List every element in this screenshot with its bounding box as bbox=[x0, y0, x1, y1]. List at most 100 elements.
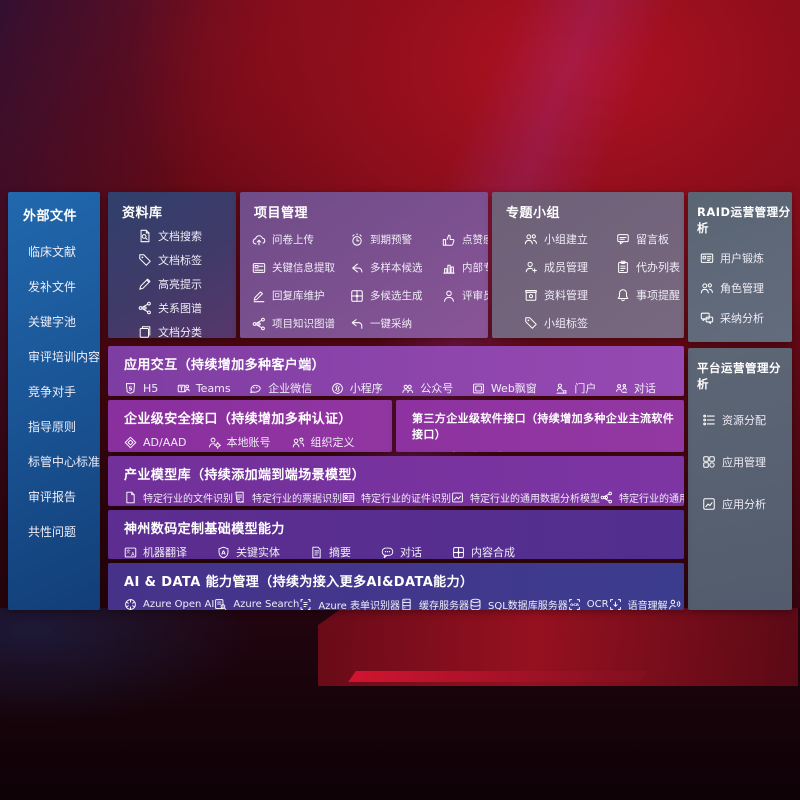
item-label: 本地账号 bbox=[226, 436, 271, 449]
svg-text:OCR: OCR bbox=[570, 603, 579, 607]
item-label: 问卷上传 bbox=[272, 234, 314, 246]
panel-library: 资料库 文档搜索 文档标签 高亮提示 关系图谱 文档分类 bbox=[108, 192, 236, 338]
people-icon bbox=[700, 281, 714, 295]
bbs-icon bbox=[616, 232, 630, 246]
row-title: 应用交互（持续增加多种客户端） bbox=[124, 358, 326, 373]
panel-item: 多样本候选 bbox=[350, 260, 442, 275]
speech-icon bbox=[609, 598, 622, 610]
doc-icon bbox=[124, 491, 137, 504]
row-title: 产业模型库（持续添加端到端场景模型） bbox=[124, 468, 366, 483]
item-label: Azure 表单识别器 bbox=[318, 601, 400, 610]
panel-item: T Teams bbox=[177, 382, 231, 395]
panel-item: 小组建立 bbox=[524, 231, 616, 247]
panel-title: 平台运营管理分析 bbox=[697, 361, 781, 391]
panel-item: 5 H5 bbox=[124, 382, 158, 395]
panel-item: 发补文件 bbox=[28, 278, 100, 295]
portal-icon bbox=[555, 382, 568, 395]
item-label: 特定行业的通用知识图谱模型 bbox=[619, 494, 684, 505]
item-label: 门户 bbox=[574, 382, 597, 395]
panel-item: 采纳分析 bbox=[700, 310, 792, 326]
panel-item: OCR OCR bbox=[568, 598, 609, 610]
panel-item: 成员管理 bbox=[524, 259, 616, 275]
project-grid: 问卷上传 到期预警 点赞感谢关键信息提取 多样本候选 内部专家排名回复库维护 多候选生成 评… bbox=[240, 221, 488, 331]
people-icon bbox=[524, 232, 538, 246]
panel-item: 关系图谱 bbox=[138, 300, 236, 316]
item-label: 到期预警 bbox=[370, 234, 412, 246]
cert-icon bbox=[342, 491, 355, 504]
panel-item: Azure 表单识别器 bbox=[299, 597, 400, 610]
panel-item: 特定行业的票据识别 bbox=[233, 490, 342, 505]
aidata-list: Azure Open AI Azure Search Azure 表单识别器 缓存服务… bbox=[108, 590, 684, 610]
item-label: 资源分配 bbox=[722, 414, 766, 427]
thirdparty-list: API自动化设计器 bbox=[396, 442, 684, 452]
svg-text:文: 文 bbox=[126, 547, 131, 554]
item-label: 回复库维护 bbox=[272, 290, 325, 302]
list-alloc-icon bbox=[702, 413, 716, 427]
panel-item: 公众号 bbox=[401, 380, 453, 396]
thumbs-up-icon bbox=[442, 233, 456, 247]
item-label: 关键信息提取 bbox=[272, 262, 335, 274]
item-label: 发补文件 bbox=[28, 280, 77, 294]
panel-item: 资源分配 bbox=[702, 412, 792, 428]
industry-list: 特定行业的文件识别 特定行业的票据识别 特定行业的证件识别 特定行业的通用数据分析模型… bbox=[108, 483, 684, 505]
mini-program-icon bbox=[331, 382, 344, 395]
item-label: 机器翻译 bbox=[143, 546, 187, 559]
cache-server-icon bbox=[400, 598, 413, 610]
panel-item: 内部专家排名 bbox=[442, 260, 488, 275]
library-list: 文档搜索 文档标签 高亮提示 关系图谱 文档分类 bbox=[108, 221, 236, 338]
item-label: 资料管理 bbox=[544, 289, 588, 302]
knowledge-graph-icon bbox=[138, 301, 152, 315]
edit-pen-icon bbox=[252, 289, 266, 303]
panel-item: 问题趋势 bbox=[700, 340, 792, 342]
item-label: Teams bbox=[195, 381, 231, 395]
panel-item: 文档分类 bbox=[138, 324, 236, 338]
adopt-arrow-icon bbox=[350, 317, 364, 331]
h5-icon: 5 bbox=[124, 382, 137, 395]
panel-item: 评审员画像 bbox=[442, 288, 488, 303]
panel-item: 特定行业的证件识别 bbox=[342, 490, 451, 505]
item-label: 共性问题 bbox=[28, 525, 77, 539]
row-title: AI & DATA 能力管理（持续为接入更多AI&DATA能力） bbox=[124, 575, 474, 590]
item-label: 一键采纳 bbox=[370, 318, 412, 330]
org-define-icon bbox=[292, 436, 305, 449]
platform-list: 资源分配 应用管理 应用分析 bbox=[688, 392, 792, 512]
raid-list: 用户锻炼角色管理采纳分析问题趋势 bbox=[688, 236, 792, 342]
azure-search-icon bbox=[214, 598, 227, 610]
item-label: 指导原则 bbox=[28, 420, 77, 434]
item-label: 评审员画像 bbox=[462, 290, 488, 302]
panel-item: 特定行业的通用知识图谱模型 bbox=[600, 490, 684, 505]
item-label: 多样本候选 bbox=[370, 262, 423, 274]
panel-item: 留言板 bbox=[616, 231, 684, 247]
item-label: 特定行业的通用数据分析模型 bbox=[470, 494, 600, 505]
clipboard-icon bbox=[616, 260, 630, 274]
row-title: 第三方企业级软件接口（持续增加多种企业主流软件接口） bbox=[412, 412, 675, 441]
panel-item: 内容合成 bbox=[452, 544, 515, 559]
panel-item: 到期预警 bbox=[350, 232, 442, 247]
person-icon bbox=[442, 289, 456, 303]
summary-doc-icon bbox=[310, 546, 323, 559]
item-label: 成员管理 bbox=[544, 261, 588, 274]
panel-item: API自动化设计器 bbox=[412, 449, 514, 452]
person-add-icon bbox=[524, 260, 538, 274]
background-red-bar bbox=[348, 671, 648, 682]
item-label: 特定行业的文件识别 bbox=[143, 494, 233, 505]
wechat-work-icon bbox=[249, 382, 262, 395]
svg-text:A: A bbox=[221, 550, 226, 556]
panel-item: 回复库维护 bbox=[252, 288, 350, 303]
item-label: SQL数据库服务器 bbox=[488, 601, 568, 610]
item-label: 采纳分析 bbox=[720, 312, 764, 325]
panel-item: 事项提醒 bbox=[616, 287, 684, 303]
panel-item: 临床文献 bbox=[28, 243, 100, 260]
panel-item: 对话 bbox=[615, 380, 656, 396]
row-enterprise-security: 企业级安全接口（持续增加多种认证） AD/AAD 本地账号 组织定义 bbox=[108, 400, 392, 452]
panel-title: 专题小组 bbox=[506, 206, 561, 221]
panel-topic-groups: 专题小组 小组建立 留言板 成员管理 代办列表 资料管理 事项提醒 小组标签 bbox=[492, 192, 684, 338]
bell-icon bbox=[616, 288, 630, 302]
item-label: API自动化设计器 bbox=[431, 449, 514, 452]
item-label: 留言板 bbox=[636, 233, 669, 246]
app-grid-icon bbox=[702, 455, 716, 469]
openai-icon bbox=[124, 598, 137, 610]
panel-item: 代办列表 bbox=[616, 259, 684, 275]
multi-grid-icon bbox=[350, 289, 364, 303]
panel-item: 语音理解 bbox=[609, 597, 668, 610]
